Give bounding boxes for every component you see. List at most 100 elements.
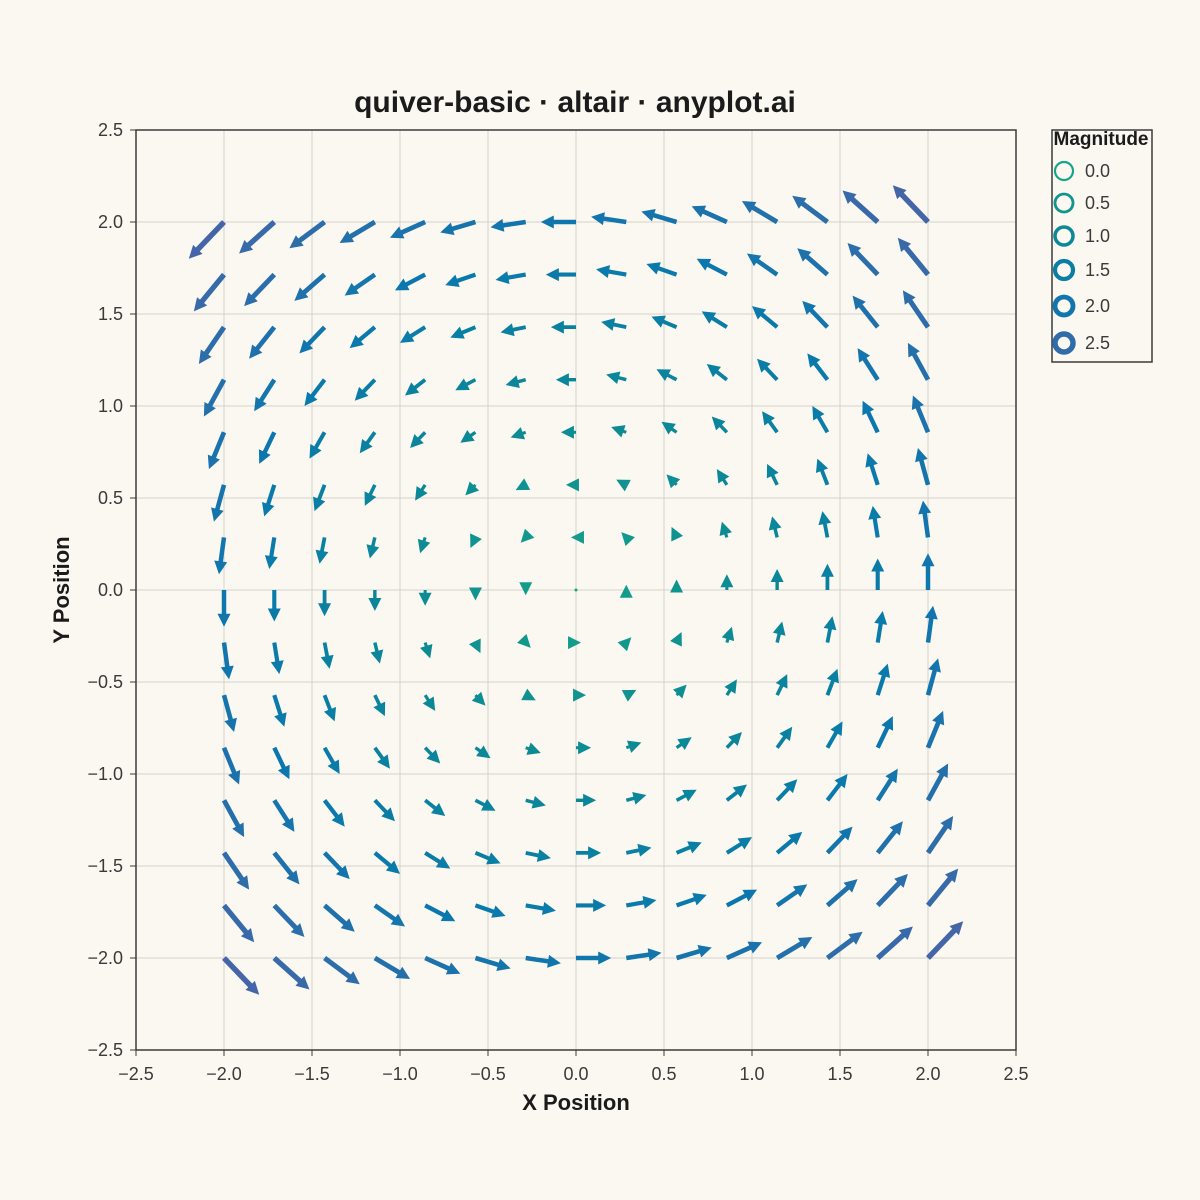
quiver-arrow [373,851,400,874]
x-tick-label: 2.5 [1003,1064,1028,1084]
quiver-arrow [924,605,938,643]
quiver-arrow [540,215,576,229]
y-tick-label: 0.5 [98,488,123,508]
quiver-arrow [220,642,234,680]
quiver-arrow [807,353,830,382]
quiver-arrow [521,688,536,701]
quiver-arrow [762,411,779,434]
legend-entry: 2.5 [1052,331,1110,355]
quiver-arrow [389,219,427,239]
quiver-arrow [468,587,482,601]
quiver-arrow [188,220,226,259]
arrow-field [188,185,964,995]
quiver-arrow [775,884,808,908]
quiver-arrow [323,903,355,932]
quiver-arrow [550,320,576,334]
quiver-arrow [874,611,888,643]
x-axis-title: X Position [522,1090,630,1115]
x-axis: −2.5 −2.0 −1.5 −1.0 −0.5 0.0 0.5 1.0 1.5 2.0 2.5 [118,1050,1029,1084]
quiver-arrow [560,425,576,439]
quiver-arrow [289,219,327,249]
y-axis-title: Y Position [49,536,74,643]
quiver-arrow [370,642,384,664]
quiver-arrow [775,936,813,961]
quiver-arrow [505,375,527,388]
quiver-arrow [892,185,930,224]
quiver-arrow [675,893,707,908]
y-tick-label: 0.0 [98,580,123,600]
quiver-arrow [606,371,627,385]
quiver-arrow [591,212,627,226]
quiver-arrow [424,851,451,869]
quiver-arrow [364,484,377,506]
legend-symbol [1053,192,1075,214]
quiver-arrow [373,955,411,980]
y-tick-label: 1.5 [98,304,123,324]
legend-entry: 1.0 [1053,225,1110,247]
quiver-arrow [812,406,830,434]
quiver-arrow [691,205,728,225]
quiver-arrow [344,272,377,296]
quiver-arrow [222,956,260,995]
quiver-arrow [670,632,682,647]
quiver-arrow [315,537,329,564]
legend-label: 2.5 [1085,333,1110,353]
quiver-arrow [802,300,830,329]
quiver-arrow [272,903,305,937]
quiver-arrow [570,530,584,544]
quiver-arrow [915,448,931,486]
quiver-arrow [474,798,496,811]
y-tick-label: −2.0 [87,948,123,968]
x-tick-label: −1.0 [382,1064,418,1084]
quiver-arrow [474,903,506,918]
quiver-arrow [911,395,931,434]
quiver-arrow [460,430,477,443]
quiver-arrow [670,579,684,593]
quiver-arrow [770,568,784,590]
quiver-arrow [825,774,848,802]
quiver-arrow [815,458,830,486]
quiver-arrow [422,694,436,711]
quiver-arrow [725,889,758,908]
legend-entry: 0.5 [1053,192,1110,214]
quiver-arrow [193,272,227,312]
quiver-arrow [921,553,935,590]
quiver-arrow [576,741,592,755]
quiver-arrow [221,851,250,890]
quiver-arrow [875,768,898,802]
quiver-arrow [625,792,647,805]
quiver-arrow [621,689,637,702]
quiver-arrow [925,868,959,908]
quiver-arrow [304,378,327,406]
quiver-arrow [525,902,556,915]
quiver-arrow [520,528,535,543]
quiver-arrow [264,537,278,569]
quiver-arrow [424,903,456,922]
legend-entry: 0.0 [1053,160,1110,182]
quiver-arrow [775,674,788,696]
quiver-arrow [244,272,277,307]
quiver-arrow [221,903,255,943]
quiver-arrow [261,484,277,517]
quiver-arrow [875,663,891,696]
quiver-arrow [716,469,730,486]
quiver-arrow [423,798,446,817]
quiver-arrow [772,621,786,643]
quiver-arrow [455,378,477,391]
quiver-arrow [823,616,837,643]
quiver-arrow [825,721,843,749]
y-tick-label: 2.5 [98,120,123,140]
quiver-arrow [525,954,561,968]
quiver-arrow [203,378,227,417]
quiver-arrow [875,873,908,908]
quiver-arrow [825,931,863,961]
legend-title: Magnitude [1054,129,1149,150]
quiver-arrow [474,955,511,972]
quiver-arrow [672,684,687,699]
quiver-arrow [198,325,227,364]
quiver-arrow [775,726,793,749]
quiver-arrow [847,243,880,277]
quiver-arrow [525,849,551,862]
quiver-arrow [221,799,245,838]
